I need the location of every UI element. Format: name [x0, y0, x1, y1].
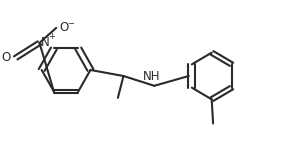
Text: NH: NH: [143, 70, 160, 83]
Text: +: +: [48, 32, 55, 41]
Text: −: −: [67, 19, 74, 28]
Text: N: N: [41, 36, 50, 49]
Text: O: O: [59, 21, 68, 34]
Text: O: O: [1, 51, 11, 64]
